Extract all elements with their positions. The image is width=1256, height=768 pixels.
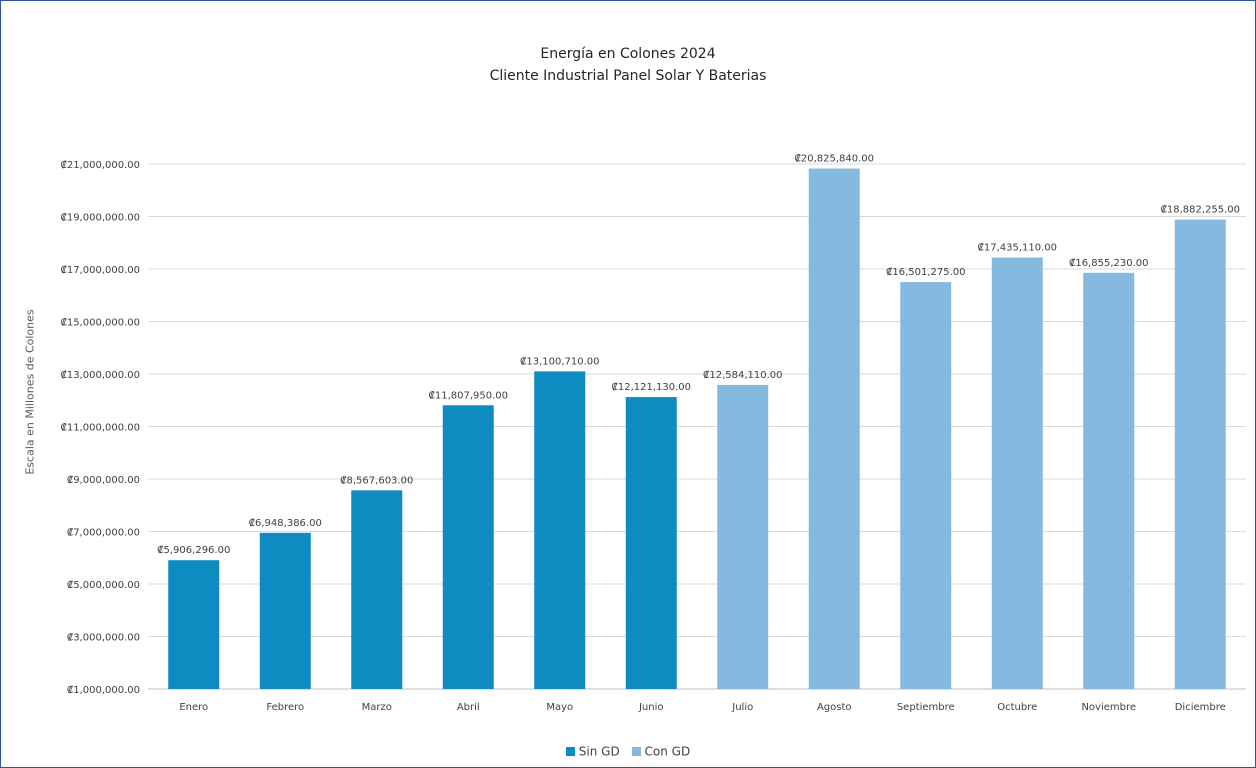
- x-tick-label: Diciembre: [1175, 702, 1226, 713]
- data-label: ₡6,948,386.00: [249, 518, 322, 529]
- x-tick-label: Enero: [179, 702, 208, 713]
- data-label: ₡11,807,950.00: [428, 390, 508, 401]
- bar: [442, 405, 494, 689]
- y-tick-label: ₡1,000,000.00: [67, 685, 140, 696]
- legend-swatch-sin-gd: [565, 747, 575, 757]
- legend-label-con-gd: Con GD: [644, 744, 691, 759]
- bar: [625, 397, 677, 689]
- legend-swatch-con-gd: [631, 747, 641, 757]
- data-labels: ₡5,906,296.00 ₡6,948,386.00 ₡8,567,603.00 ₡…: [157, 154, 1240, 557]
- bar: [259, 532, 311, 689]
- x-tick-label: Agosto: [817, 702, 852, 713]
- bar: [900, 282, 952, 689]
- x-tick-label: Junio: [638, 702, 664, 713]
- y-tick-label: ₡21,000,000.00: [60, 160, 140, 171]
- bar: [168, 560, 220, 689]
- bars: [168, 168, 1226, 689]
- x-tick-label: Marzo: [362, 702, 392, 713]
- data-label: ₡13,100,710.00: [520, 356, 600, 367]
- legend-item-sin-gd: Sin GD: [565, 744, 620, 759]
- x-tick-label: Abril: [457, 702, 480, 713]
- legend-item-con-gd: Con GD: [631, 744, 691, 759]
- y-tick-label: ₡3,000,000.00: [67, 633, 140, 644]
- legend-label-sin-gd: Sin GD: [578, 744, 620, 759]
- y-tick-label: ₡13,000,000.00: [60, 370, 140, 381]
- bar: [1083, 272, 1135, 689]
- gridlines: [148, 163, 1246, 690]
- data-label: ₡18,882,255.00: [1160, 205, 1240, 216]
- data-label: ₡8,567,603.00: [340, 475, 413, 486]
- y-tick-label: ₡19,000,000.00: [60, 213, 140, 224]
- y-tick-label: ₡5,000,000.00: [67, 580, 140, 591]
- data-label: ₡16,855,230.00: [1069, 258, 1149, 269]
- data-label: ₡17,435,110.00: [977, 243, 1057, 254]
- x-tick-label: Mayo: [546, 702, 573, 713]
- y-axis-ticks: ₡1,000,000.00 ₡3,000,000.00 ₡5,000,000.00 ₡…: [60, 160, 140, 696]
- legend: Sin GD Con GD: [0, 744, 1256, 759]
- data-label: ₡5,906,296.00: [157, 545, 230, 556]
- chart-title: Energía en Colones 2024: [540, 46, 716, 62]
- y-tick-label: ₡17,000,000.00: [60, 265, 140, 276]
- data-label: ₡20,825,840.00: [794, 154, 874, 165]
- data-label: ₡12,121,130.00: [611, 382, 691, 393]
- x-axis-ticks: Enero Febrero Marzo Abril Mayo Junio Julio Agos…: [179, 702, 1225, 713]
- chart-subtitle: Cliente Industrial Panel Solar Y Bateria…: [489, 68, 767, 84]
- y-tick-label: ₡15,000,000.00: [60, 318, 140, 329]
- bar: [534, 371, 586, 689]
- bar: [717, 384, 769, 689]
- bar: [351, 490, 403, 689]
- x-tick-label: Noviembre: [1081, 702, 1136, 713]
- x-tick-label: Febrero: [266, 702, 304, 713]
- y-tick-label: ₡9,000,000.00: [67, 475, 140, 486]
- y-tick-label: ₡7,000,000.00: [67, 528, 140, 539]
- bar: [1174, 219, 1226, 689]
- bar: [991, 257, 1043, 689]
- y-tick-label: ₡11,000,000.00: [60, 423, 140, 434]
- x-tick-label: Septiembre: [897, 702, 955, 713]
- x-tick-label: Octubre: [997, 702, 1037, 713]
- data-label: ₡16,501,275.00: [886, 267, 966, 278]
- bar: [808, 168, 860, 689]
- x-tick-label: Julio: [731, 702, 753, 713]
- data-label: ₡12,584,110.00: [703, 370, 783, 381]
